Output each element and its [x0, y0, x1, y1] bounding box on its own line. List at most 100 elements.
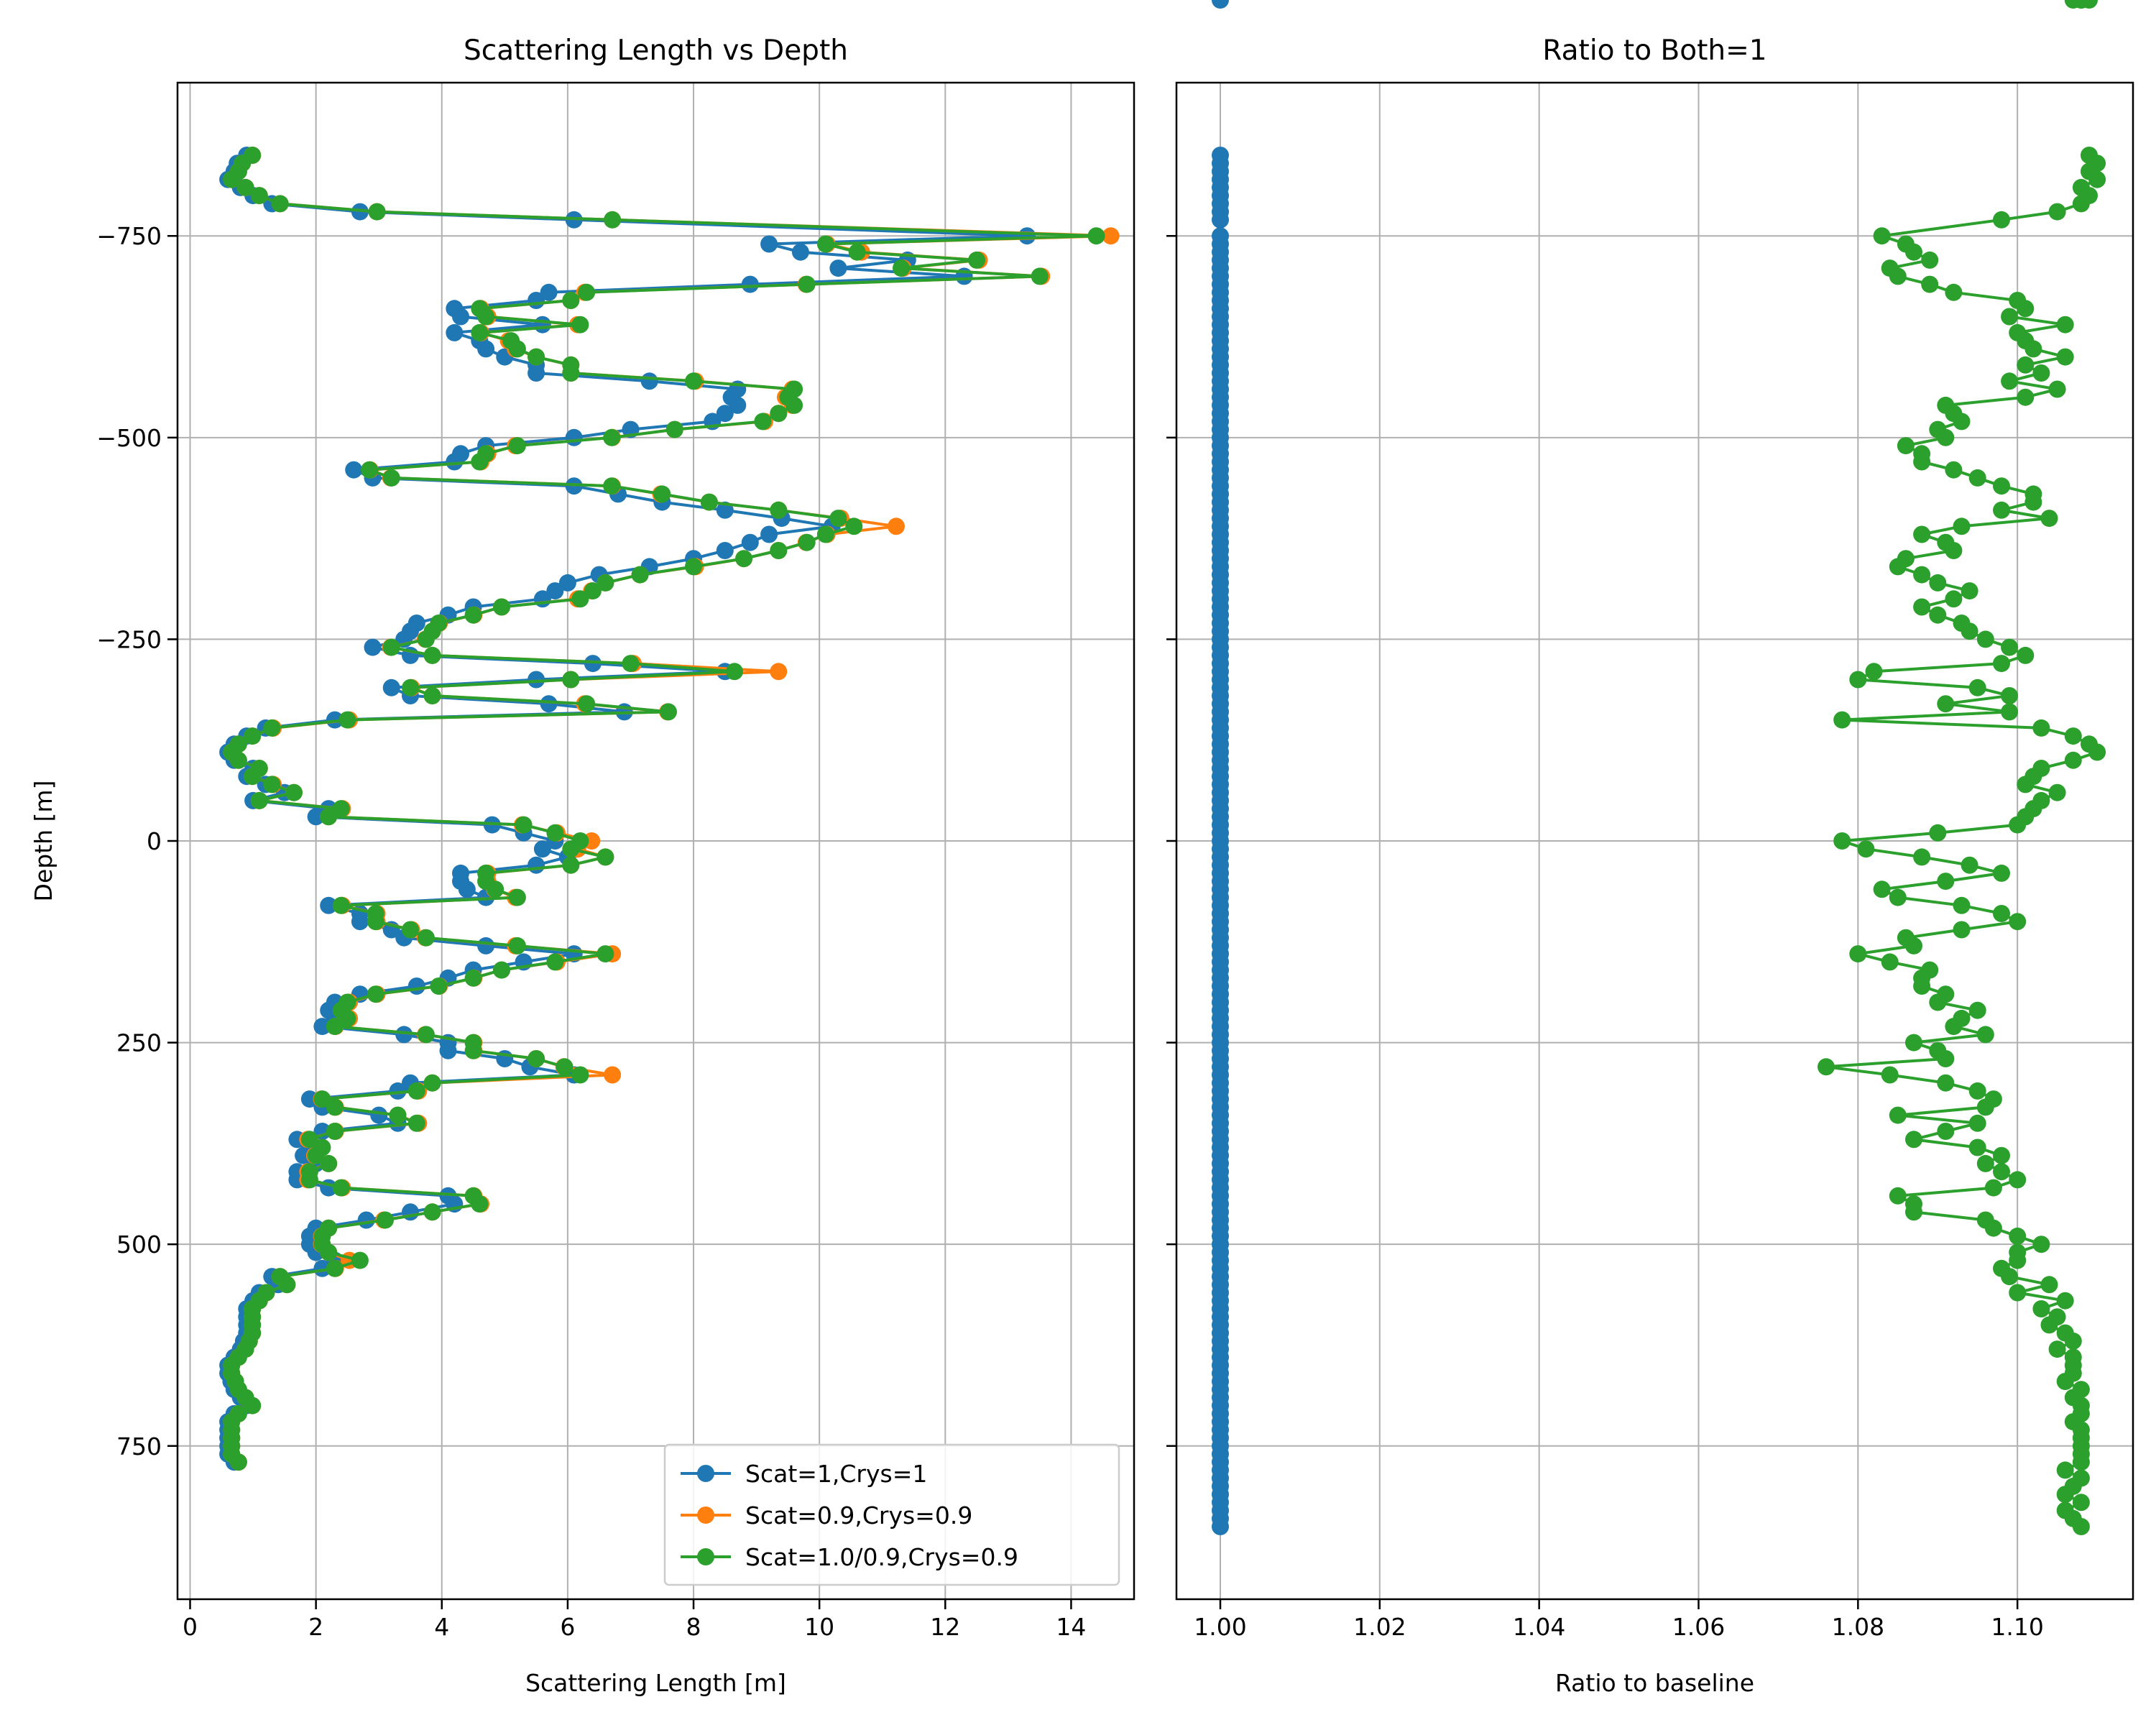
left-data-point [716, 542, 734, 559]
left-ytick: −750 [96, 222, 178, 250]
left-xtick-label: 14 [1056, 1613, 1086, 1641]
right-data-point [2017, 646, 2035, 664]
left-data-point [596, 574, 614, 592]
left-data-point [407, 978, 425, 995]
left-data-point [320, 896, 338, 914]
right-data-point [1945, 461, 1963, 479]
left-data-point [829, 510, 847, 528]
right-data-point [1873, 880, 1891, 898]
left-data-point [326, 1123, 344, 1140]
left-xtick: 14 [1056, 1599, 1086, 1641]
right-data-point [1818, 1058, 1835, 1076]
legend-item: Scat=1,Crys=1 [681, 1460, 927, 1488]
left-data-point [508, 340, 526, 358]
right-data-point [1976, 1154, 1994, 1172]
right-data-point [2088, 743, 2106, 761]
right-data-point [1937, 873, 1955, 891]
left-data-point [367, 985, 384, 1003]
left-data-point [229, 1453, 247, 1471]
left-xtick-label: 10 [804, 1613, 834, 1641]
right-data-point [1929, 824, 1947, 842]
right-data-point [2048, 1340, 2066, 1358]
right-data-point [1993, 905, 2010, 922]
right-data-point [1937, 1050, 1955, 1067]
right-data-point [1905, 1203, 1922, 1221]
right-xtick: 1.06 [1672, 1599, 1725, 1641]
right-data-point [1937, 1123, 1955, 1140]
left-data-point [556, 1058, 573, 1076]
left-ytick: 250 [116, 1029, 178, 1057]
right-data-point [2064, 1332, 2082, 1350]
left-data-point [423, 687, 441, 704]
left-data-point [464, 969, 482, 987]
left-data-point [596, 848, 614, 866]
left-data-point [307, 1146, 325, 1164]
left-data-point [423, 646, 441, 664]
legend-marker [697, 1548, 714, 1565]
left-data-point [729, 396, 747, 414]
left-data-point [685, 558, 702, 576]
legend-item: Scat=0.9,Crys=0.9 [681, 1501, 972, 1530]
right-data-point [2009, 913, 2027, 931]
left-title: Scattering Length vs Depth [464, 34, 848, 67]
right-data-point [1212, 211, 1229, 229]
left-xtick-label: 12 [930, 1613, 960, 1641]
right-data-point [2032, 1236, 2050, 1254]
left-data-point [320, 1243, 338, 1261]
right-data-point [2009, 1284, 2027, 1302]
left-data-point [791, 243, 809, 261]
left-data-point [770, 663, 788, 681]
left-data-point [528, 1050, 545, 1067]
left-data-point [528, 856, 545, 874]
left-xtick-label: 6 [560, 1613, 575, 1641]
left-data-point [464, 606, 482, 624]
right-xtick: 1.04 [1513, 1599, 1565, 1641]
right-data-point [2072, 1494, 2090, 1512]
left-xtick: 6 [560, 1599, 575, 1641]
left-data-point [402, 921, 419, 939]
left-data-point [377, 1211, 394, 1229]
legend-marker [697, 1506, 714, 1524]
right-data-point [1968, 1114, 1986, 1132]
left-data-point [326, 1098, 344, 1116]
left-data-point [458, 880, 476, 898]
left-data-point [660, 703, 677, 721]
left-data-point [477, 937, 495, 954]
left-data-point [250, 791, 268, 809]
left-ytick: −500 [96, 424, 178, 452]
left-data-point [665, 420, 683, 438]
right-data-point [1212, 0, 1229, 9]
right-data-point [1961, 856, 1978, 874]
right-data-point [1889, 558, 1907, 576]
left-ticks: 0 2 4 6 8 10 12 14 −750 −500 −250 0 250 500 750 [96, 222, 1086, 1641]
right-data-point [2056, 1292, 2074, 1310]
right-data-point [1968, 1082, 1986, 1100]
left-data-point [735, 550, 753, 568]
right-data-point [1913, 848, 1931, 866]
right-title: Ratio to Both=1 [1542, 34, 1766, 67]
left-data-point [367, 913, 384, 931]
right-data-point [1953, 921, 1971, 939]
right-data-point [2064, 751, 2082, 769]
left-series-2 [223, 147, 1105, 1471]
left-data-point [300, 1171, 318, 1189]
right-data-point [2040, 1316, 2058, 1334]
right-data-point [1913, 978, 1931, 995]
left-data-point [320, 808, 338, 826]
left-data-point [271, 195, 289, 213]
right-data-point [1984, 1219, 2002, 1237]
right-data-point [1961, 582, 1978, 600]
left-data-point [888, 518, 905, 535]
left-data-point [452, 308, 469, 326]
left-data-point [477, 340, 495, 358]
right-data-point [2056, 316, 2074, 334]
right-data-point [2017, 388, 2035, 406]
left-data-point [829, 259, 847, 277]
left-series [219, 147, 1120, 1471]
left-data-point [508, 937, 526, 954]
left-data-point [313, 1259, 331, 1277]
right-data-point [2001, 687, 2019, 704]
left-data-point [562, 671, 580, 689]
left-data-point [528, 348, 545, 366]
left-data-point [389, 1106, 407, 1124]
